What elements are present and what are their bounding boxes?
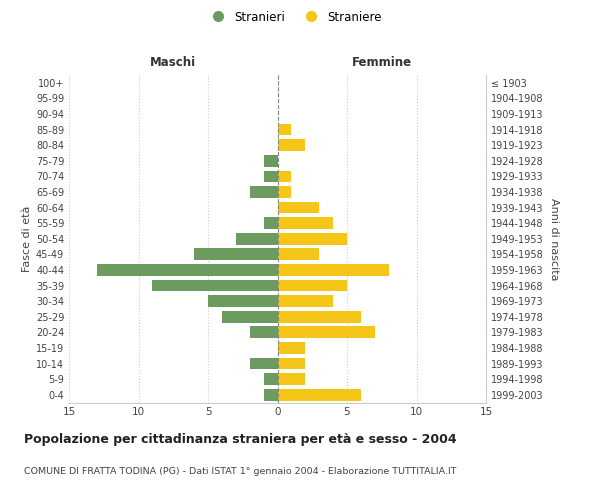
- Bar: [277, 326, 375, 338]
- Bar: [277, 140, 305, 151]
- Bar: [277, 264, 389, 276]
- Bar: [277, 233, 347, 244]
- Bar: [152, 280, 277, 291]
- Bar: [277, 202, 319, 213]
- Legend: Stranieri, Straniere: Stranieri, Straniere: [201, 6, 387, 28]
- Bar: [277, 342, 305, 354]
- Bar: [194, 248, 277, 260]
- Bar: [277, 374, 305, 385]
- Bar: [222, 311, 277, 322]
- Bar: [277, 218, 333, 229]
- Text: Popolazione per cittadinanza straniera per età e sesso - 2004: Popolazione per cittadinanza straniera p…: [24, 432, 457, 446]
- Bar: [250, 186, 277, 198]
- Bar: [277, 170, 292, 182]
- Bar: [277, 124, 292, 136]
- Text: COMUNE DI FRATTA TODINA (PG) - Dati ISTAT 1° gennaio 2004 - Elaborazione TUTTITA: COMUNE DI FRATTA TODINA (PG) - Dati ISTA…: [24, 468, 457, 476]
- Bar: [277, 389, 361, 400]
- Bar: [263, 218, 277, 229]
- Y-axis label: Anni di nascita: Anni di nascita: [549, 198, 559, 280]
- Bar: [277, 311, 361, 322]
- Bar: [263, 170, 277, 182]
- Bar: [236, 233, 277, 244]
- Y-axis label: Fasce di età: Fasce di età: [22, 206, 32, 272]
- Text: Maschi: Maschi: [150, 56, 196, 69]
- Bar: [277, 186, 292, 198]
- Bar: [97, 264, 277, 276]
- Text: Femmine: Femmine: [352, 56, 412, 69]
- Bar: [208, 296, 277, 307]
- Bar: [277, 280, 347, 291]
- Bar: [277, 248, 319, 260]
- Bar: [263, 155, 277, 166]
- Bar: [263, 389, 277, 400]
- Bar: [277, 358, 305, 370]
- Bar: [277, 296, 333, 307]
- Bar: [250, 358, 277, 370]
- Bar: [263, 374, 277, 385]
- Bar: [250, 326, 277, 338]
